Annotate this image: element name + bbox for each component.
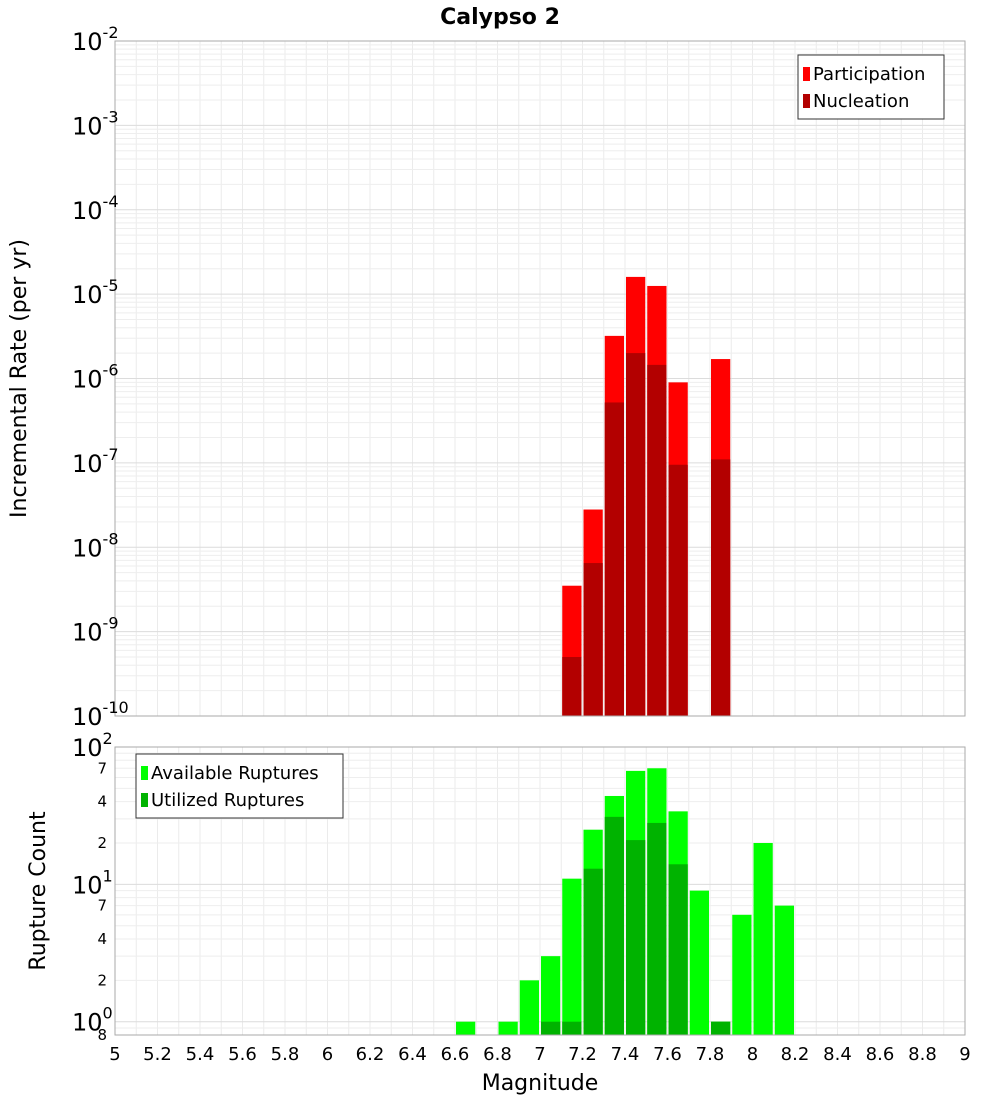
- x-axis-ticks: 5 5.2 5.4 5.6 5.8 6 6.2 6.4 6.6 6.8 7 7.2 7.4 7.6 7.8 8…: [109, 1044, 970, 1065]
- rupture-y-ticks: 100 101 102 8 2 4 7 2 4 7: [72, 729, 113, 1044]
- x-tick-label: 7.6: [653, 1044, 682, 1065]
- y-tick-label: 10-6: [72, 361, 119, 394]
- rate-y-ticks: 10-10 10-9 10-8 10-7 10-6 10-5 10-4 10-3 10-2: [72, 23, 129, 731]
- bar-available-ruptures: [456, 1021, 476, 1035]
- bar-utilized-ruptures: [668, 864, 688, 1035]
- y-tick-label: 10-8: [72, 529, 119, 562]
- bar-utilized-ruptures: [562, 1021, 582, 1035]
- bar-utilized-ruptures: [604, 816, 624, 1035]
- y-minor-tick-label: 2: [97, 971, 107, 989]
- y-minor-tick-label: 7: [97, 759, 107, 777]
- y-tick-label: 101: [72, 866, 113, 899]
- bar-available-ruptures: [774, 905, 794, 1035]
- bar-utilized-ruptures: [647, 822, 667, 1035]
- bar-available-ruptures: [753, 843, 773, 1035]
- y-minor-tick-label: 2: [97, 834, 107, 852]
- bar-utilized-ruptures: [711, 1021, 731, 1035]
- y-tick-label: 100: [72, 1004, 113, 1037]
- bar-utilized-ruptures: [583, 868, 603, 1035]
- x-tick-label: 5.8: [271, 1044, 300, 1065]
- legend-swatch-nucleation: [803, 94, 810, 108]
- rupture-gridlines: [114, 746, 966, 1036]
- bar-utilized-ruptures: [626, 840, 646, 1035]
- rate-legend: Participation Nucleation: [797, 54, 945, 120]
- y-minor-tick-label: 8: [97, 1026, 107, 1044]
- chart-title: Calypso 2: [440, 5, 560, 30]
- rupture-plot-frame: [114, 746, 966, 1036]
- bar-nucleation: [668, 464, 688, 716]
- bar-available-ruptures: [519, 980, 539, 1035]
- rupture-count-plot: 100 101 102 8 2 4 7 2 4 7 Rupture Count Available…: [26, 729, 966, 1044]
- x-tick-label: 9: [959, 1044, 970, 1065]
- y-tick-label: 10-4: [72, 192, 119, 225]
- rate-plot-frame: [114, 40, 966, 717]
- bar-nucleation: [711, 459, 731, 716]
- bar-nucleation: [562, 657, 582, 716]
- rupture-legend-box: [135, 753, 344, 819]
- y-minor-tick-label: 4: [97, 793, 107, 811]
- rupture-legend: Available Ruptures Utilized Ruptures: [135, 753, 344, 819]
- rate-bars: [562, 276, 731, 716]
- x-tick-label: 5.4: [186, 1044, 215, 1065]
- x-tick-label: 7.8: [696, 1044, 725, 1065]
- x-tick-label: 5.2: [143, 1044, 172, 1065]
- bar-available-ruptures: [498, 1021, 518, 1035]
- x-tick-label: 8.4: [823, 1044, 852, 1065]
- x-tick-label: 6.8: [483, 1044, 512, 1065]
- x-tick-label: 8.8: [908, 1044, 937, 1065]
- bar-available-ruptures: [562, 878, 582, 1035]
- rupture-bars: [456, 768, 794, 1035]
- bar-available-ruptures: [689, 890, 709, 1035]
- x-axis-label: Magnitude: [482, 1071, 599, 1096]
- y-minor-tick-label: 4: [97, 930, 107, 948]
- y-minor-tick-label: 7: [97, 897, 107, 915]
- bar-nucleation: [604, 402, 624, 716]
- legend-swatch-utilized: [141, 793, 148, 807]
- bar-available-ruptures: [732, 914, 752, 1035]
- legend-label-nucleation: Nucleation: [813, 91, 909, 112]
- legend-label-participation: Participation: [813, 64, 925, 85]
- x-tick-label: 6.6: [441, 1044, 470, 1065]
- rate-legend-box: [797, 54, 945, 120]
- rate-gridlines: [114, 40, 966, 717]
- x-tick-label: 6.2: [356, 1044, 385, 1065]
- bar-utilized-ruptures: [541, 1021, 561, 1035]
- x-tick-label: 7.2: [568, 1044, 597, 1065]
- x-tick-label: 8.2: [781, 1044, 810, 1065]
- legend-swatch-available: [141, 766, 148, 780]
- x-tick-label: 7.4: [611, 1044, 640, 1065]
- x-tick-label: 8.6: [866, 1044, 895, 1065]
- y-tick-label: 10-5: [72, 276, 119, 309]
- bar-nucleation: [583, 563, 603, 716]
- legend-label-available: Available Ruptures: [151, 763, 319, 784]
- y-tick-label: 10-3: [72, 107, 119, 140]
- x-tick-label: 5.6: [228, 1044, 257, 1065]
- bar-nucleation: [626, 353, 646, 716]
- y-tick-label: 10-10: [72, 698, 129, 731]
- y-tick-label: 10-2: [72, 23, 119, 56]
- x-tick-label: 8: [747, 1044, 758, 1065]
- legend-swatch-participation: [803, 67, 810, 81]
- x-tick-label: 6.4: [398, 1044, 427, 1065]
- x-tick-label: 7: [534, 1044, 545, 1065]
- x-tick-label: 6: [322, 1044, 333, 1065]
- rate-plot: 10-10 10-9 10-8 10-7 10-6 10-5 10-4 10-3 10-2 In…: [7, 23, 966, 731]
- y-tick-label: 10-9: [72, 614, 119, 647]
- bar-available-ruptures: [541, 956, 561, 1035]
- y-tick-label: 10-7: [72, 445, 119, 478]
- y-tick-label: 102: [72, 729, 113, 762]
- rate-y-axis-label: Incremental Rate (per yr): [7, 239, 32, 518]
- x-tick-label: 5: [109, 1044, 120, 1065]
- legend-label-utilized: Utilized Ruptures: [151, 790, 304, 811]
- rupture-y-axis-label: Rupture Count: [26, 811, 51, 971]
- bar-nucleation: [647, 364, 667, 716]
